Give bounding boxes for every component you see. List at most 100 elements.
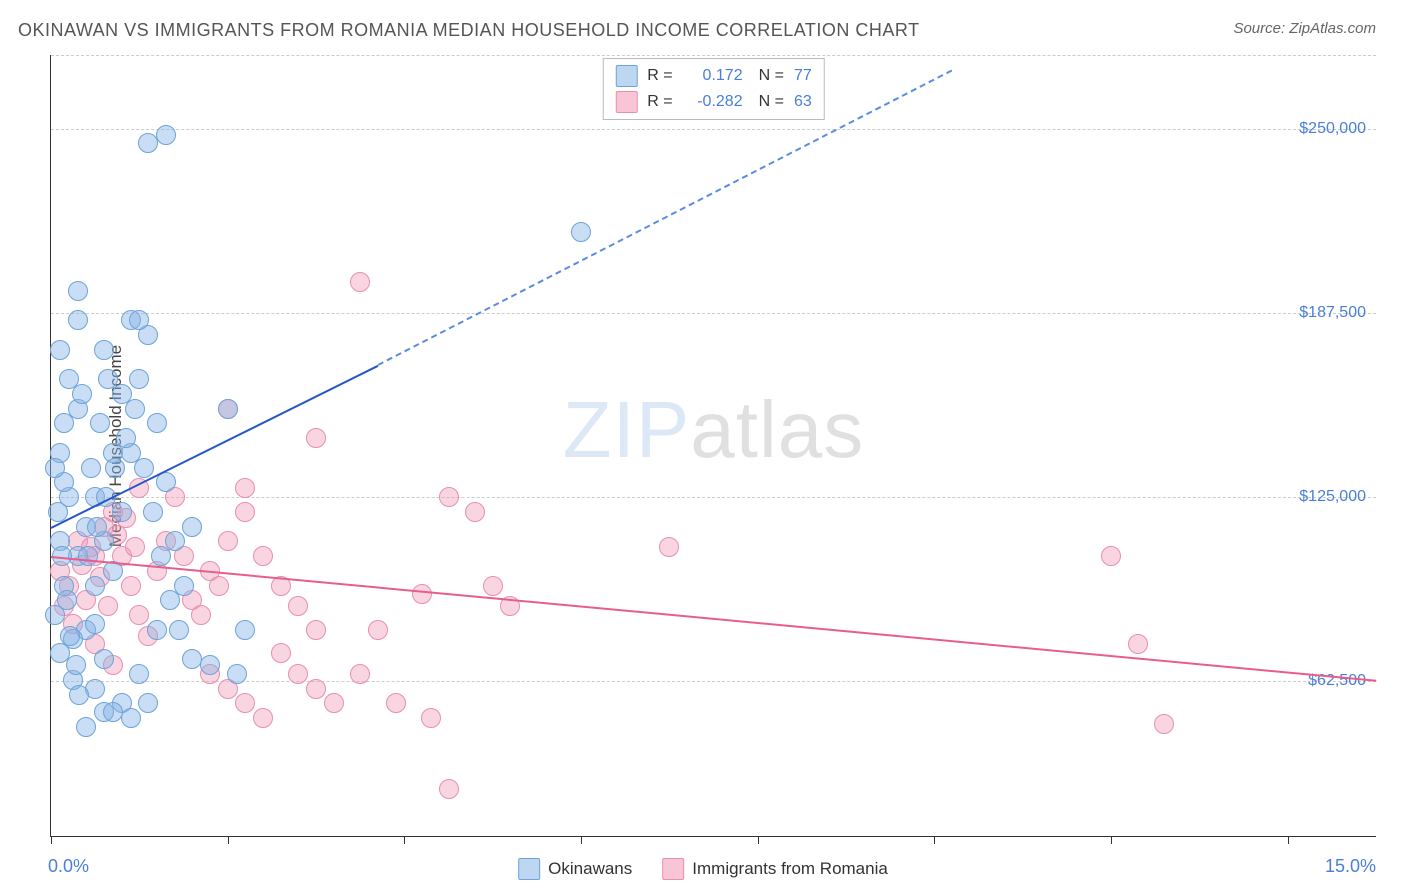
scatter-point-pink (235, 478, 255, 498)
scatter-point-blue (87, 517, 107, 537)
scatter-point-blue (69, 685, 89, 705)
x-tick (228, 836, 229, 844)
x-min-label: 0.0% (48, 856, 89, 877)
scatter-point-pink (125, 537, 145, 557)
scatter-point-blue (85, 614, 105, 634)
scatter-point-blue (78, 546, 98, 566)
scatter-point-blue (81, 458, 101, 478)
x-tick (51, 836, 52, 844)
grid-line (51, 55, 1376, 56)
scatter-point-blue (571, 222, 591, 242)
r-label-1: R = (647, 67, 672, 85)
scatter-point-blue (50, 340, 70, 360)
scatter-point-blue (72, 384, 92, 404)
scatter-point-pink (288, 664, 308, 684)
x-max-label: 15.0% (1325, 856, 1376, 877)
watermark: ZIPatlas (563, 384, 864, 476)
scatter-point-blue (90, 413, 110, 433)
watermark-atlas: atlas (690, 385, 864, 474)
scatter-point-pink (439, 487, 459, 507)
scatter-point-pink (324, 693, 344, 713)
legend-bottom: Okinawans Immigrants from Romania (518, 858, 888, 880)
scatter-point-blue (66, 655, 86, 675)
scatter-point-pink (421, 708, 441, 728)
swatch-pink-bottom-icon (662, 858, 684, 880)
scatter-point-blue (143, 502, 163, 522)
y-tick-label: $125,000 (1299, 488, 1366, 506)
swatch-blue-bottom-icon (518, 858, 540, 880)
trendline-blue-solid (51, 365, 379, 529)
scatter-point-blue (57, 590, 77, 610)
scatter-point-blue (160, 590, 180, 610)
scatter-point-blue (129, 310, 149, 330)
scatter-point-pink (465, 502, 485, 522)
x-tick (934, 836, 935, 844)
scatter-point-pink (218, 531, 238, 551)
scatter-point-pink (1101, 546, 1121, 566)
legend-correlation-box: R = 0.172 N = 77 R = -0.282 N = 63 (602, 58, 824, 120)
scatter-point-blue (85, 576, 105, 596)
scatter-point-blue (218, 399, 238, 419)
scatter-point-blue (235, 620, 255, 640)
scatter-point-pink (209, 576, 229, 596)
scatter-point-pink (483, 576, 503, 596)
legend-row-series1: R = 0.172 N = 77 (615, 63, 811, 89)
scatter-point-pink (253, 546, 273, 566)
scatter-point-blue (129, 369, 149, 389)
y-tick-label: $187,500 (1299, 304, 1366, 322)
scatter-point-pink (350, 664, 370, 684)
scatter-point-blue (134, 458, 154, 478)
grid-line (51, 681, 1376, 682)
scatter-point-blue (54, 413, 74, 433)
watermark-zip: ZIP (563, 385, 690, 474)
scatter-point-blue (227, 664, 247, 684)
scatter-point-pink (659, 537, 679, 557)
scatter-point-blue (94, 649, 114, 669)
n-label-2: N = (759, 93, 784, 111)
x-tick (404, 836, 405, 844)
scatter-point-blue (121, 708, 141, 728)
x-tick (1288, 836, 1289, 844)
scatter-point-blue (151, 546, 171, 566)
scatter-point-blue (45, 458, 65, 478)
scatter-point-pink (306, 620, 326, 640)
scatter-point-pink (121, 576, 141, 596)
x-tick (1111, 836, 1112, 844)
legend-item-series2: Immigrants from Romania (662, 858, 888, 880)
scatter-point-pink (350, 272, 370, 292)
n-value-2: 63 (794, 93, 812, 111)
chart-container: OKINAWAN VS IMMIGRANTS FROM ROMANIA MEDI… (0, 0, 1406, 892)
scatter-point-pink (1128, 634, 1148, 654)
scatter-point-blue (60, 626, 80, 646)
scatter-point-blue (76, 717, 96, 737)
scatter-point-blue (156, 125, 176, 145)
scatter-point-blue (98, 369, 118, 389)
scatter-point-pink (253, 708, 273, 728)
scatter-point-pink (129, 605, 149, 625)
r-value-2: -0.282 (683, 93, 743, 111)
legend-label-series2: Immigrants from Romania (692, 859, 888, 879)
r-value-1: 0.172 (683, 67, 743, 85)
scatter-point-blue (182, 517, 202, 537)
source-attribution: Source: ZipAtlas.com (1233, 20, 1376, 37)
x-tick (758, 836, 759, 844)
scatter-point-pink (288, 596, 308, 616)
scatter-point-pink (271, 643, 291, 663)
scatter-point-pink (306, 428, 326, 448)
scatter-point-blue (147, 620, 167, 640)
scatter-point-blue (147, 413, 167, 433)
scatter-point-pink (1154, 714, 1174, 734)
chart-title: OKINAWAN VS IMMIGRANTS FROM ROMANIA MEDI… (18, 20, 920, 41)
scatter-point-blue (68, 281, 88, 301)
scatter-point-blue (116, 428, 136, 448)
scatter-point-blue (200, 655, 220, 675)
scatter-point-blue (105, 458, 125, 478)
scatter-point-blue (94, 340, 114, 360)
scatter-point-pink (439, 779, 459, 799)
trendline-pink (51, 556, 1376, 682)
scatter-point-pink (191, 605, 211, 625)
legend-row-series2: R = -0.282 N = 63 (615, 89, 811, 115)
plot-area: ZIPatlas R = 0.172 N = 77 R = -0.282 N =… (50, 55, 1376, 837)
grid-line (51, 129, 1376, 130)
scatter-point-blue (125, 399, 145, 419)
